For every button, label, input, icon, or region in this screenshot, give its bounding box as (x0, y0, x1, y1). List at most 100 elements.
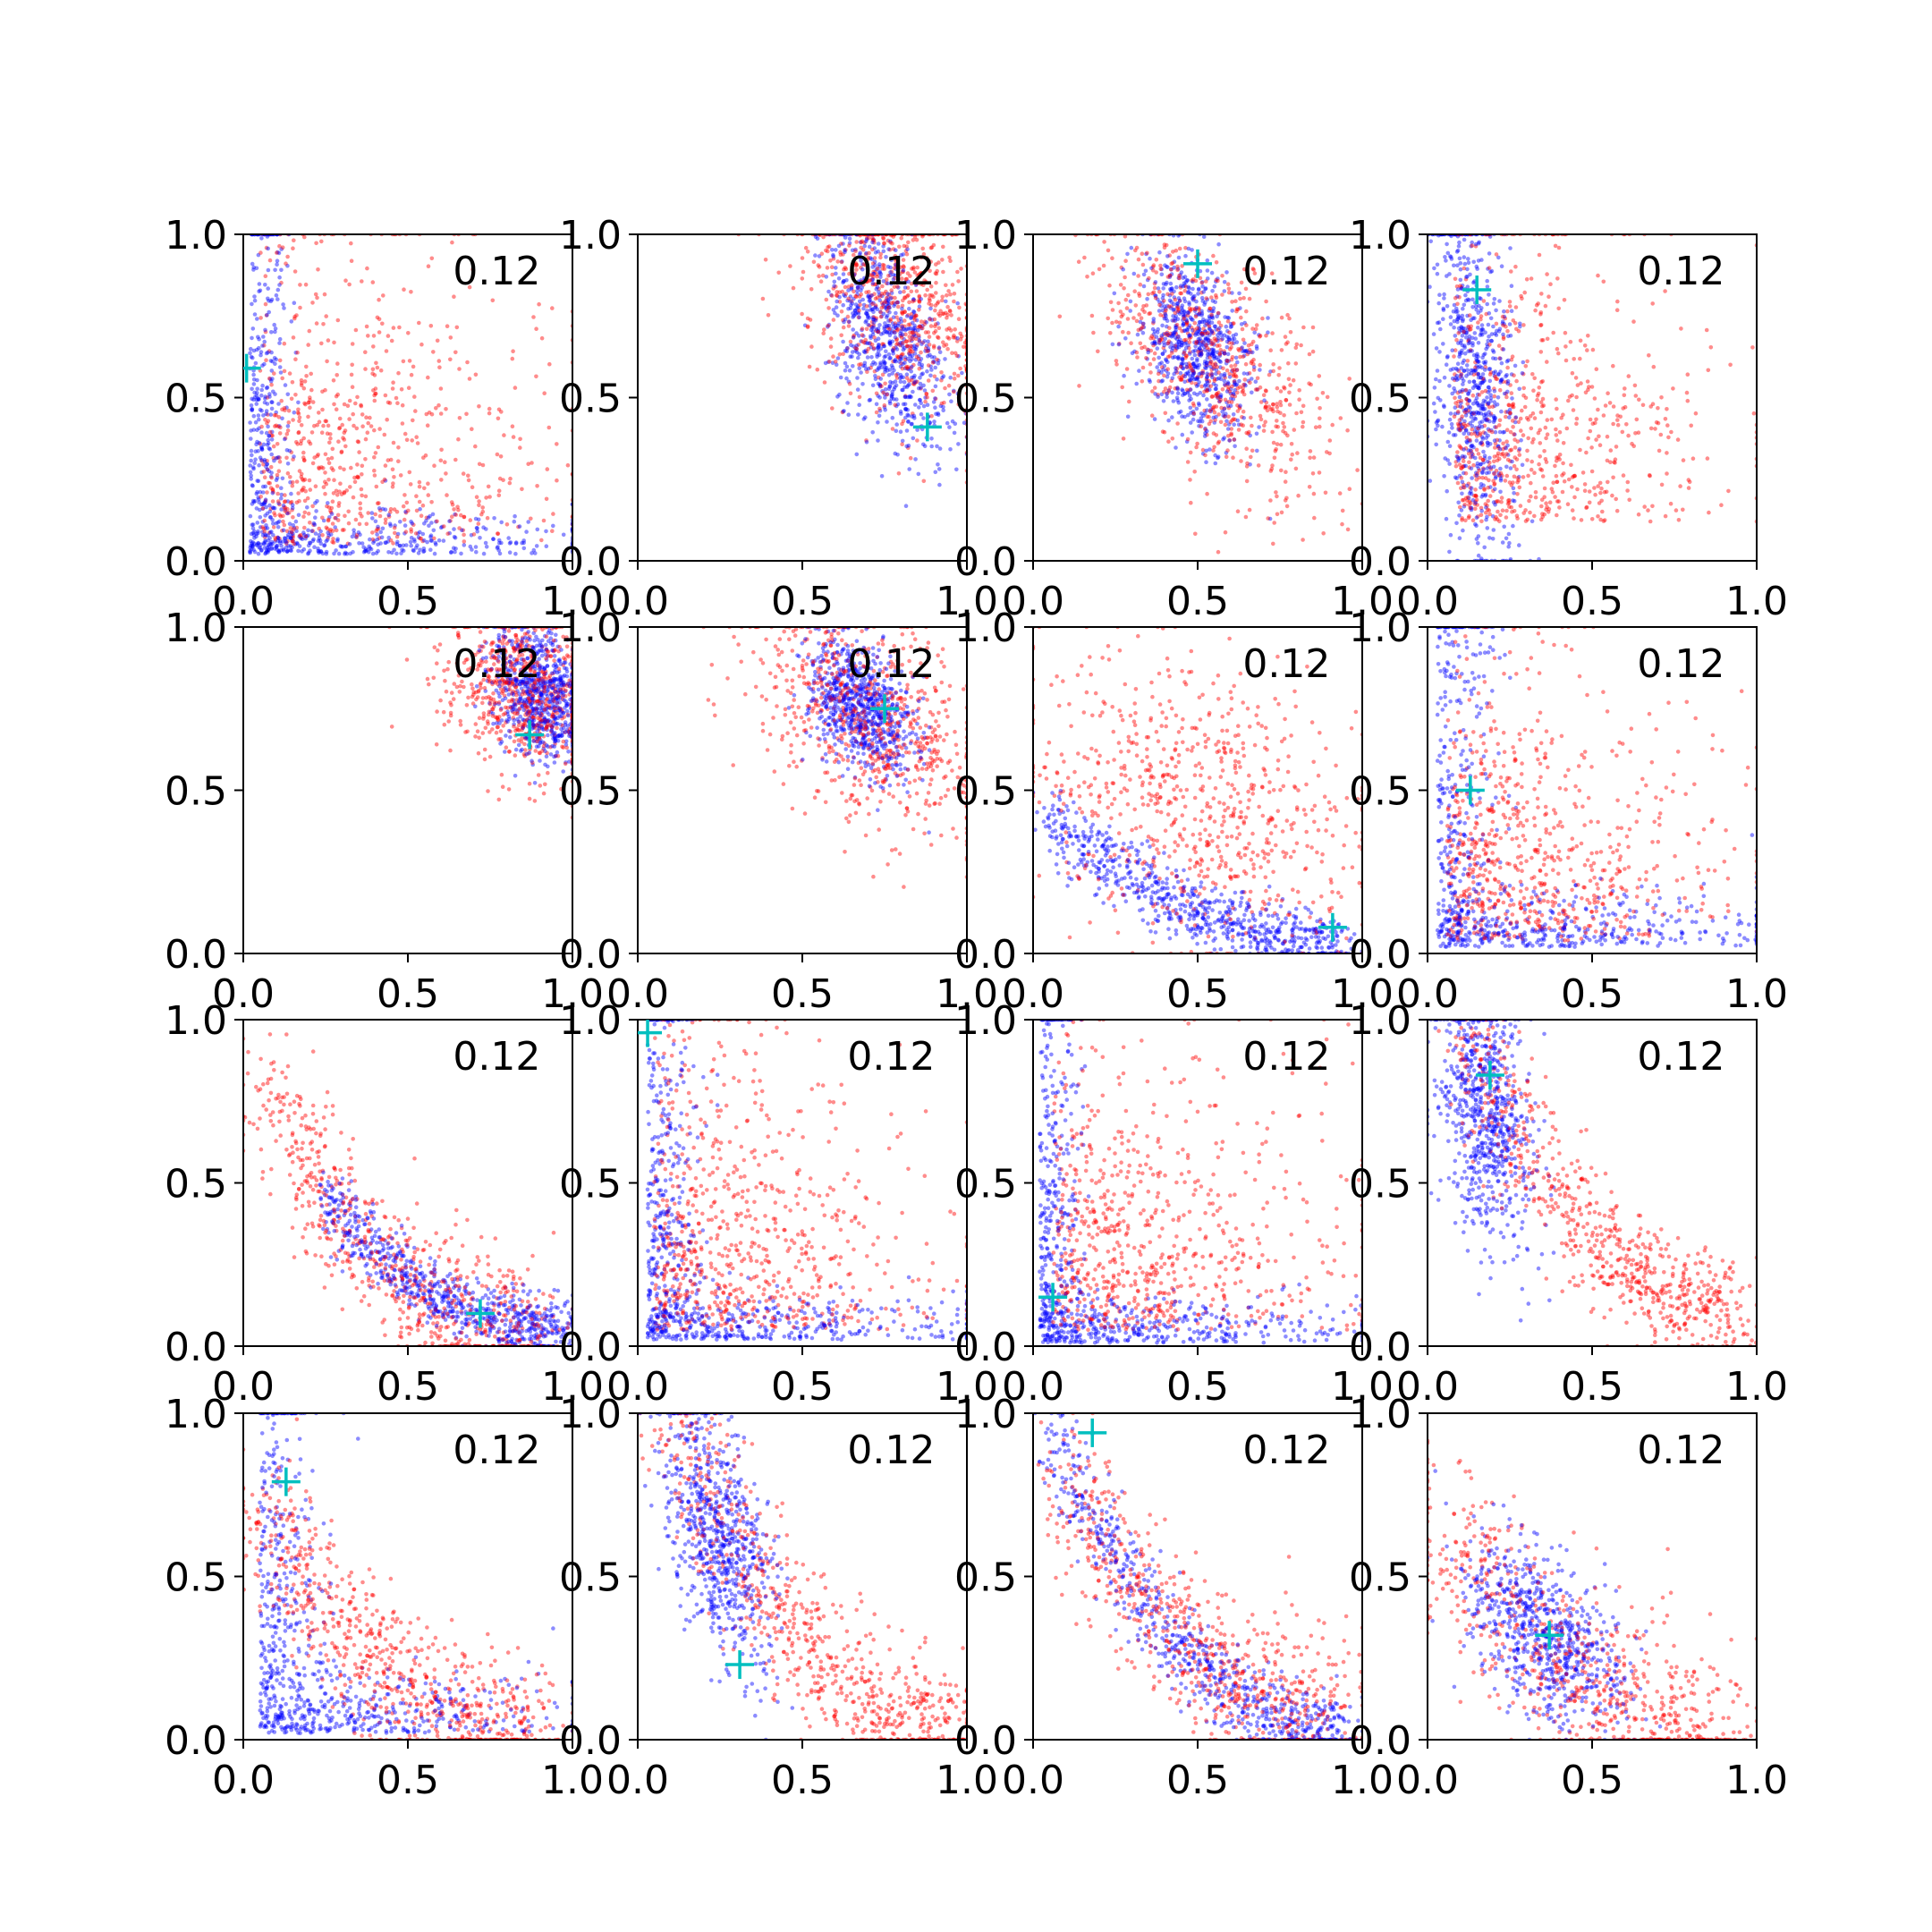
scatter-point-blue (288, 479, 292, 485)
scatter-point-red (1460, 518, 1464, 522)
x-tick-label: 0.5 (1166, 579, 1229, 624)
scatter-point-blue (830, 360, 835, 366)
scatter-point-red (1615, 418, 1620, 422)
scatter-point-red (323, 491, 327, 496)
scatter-point-red (1317, 470, 1322, 475)
scatter-point-blue (260, 533, 266, 538)
scatter-point-blue (279, 486, 284, 490)
scatter-point-blue (1487, 311, 1492, 316)
scatter-point-blue (421, 548, 427, 554)
scatter-point-red (1209, 312, 1214, 318)
scatter-point-blue (885, 419, 889, 424)
scatter-point-red (1563, 330, 1568, 335)
scatter-point-red (884, 277, 889, 283)
scatter-point-blue (1164, 369, 1169, 373)
scatter-point-red (265, 459, 269, 463)
scatter-point-red (958, 331, 962, 336)
scatter-point-blue (395, 531, 401, 537)
scatter-point-blue (869, 327, 874, 333)
scatter-point-blue (1205, 355, 1210, 360)
scatter-point-red (1161, 345, 1166, 351)
scatter-point-red (1633, 394, 1639, 398)
scatter-point-red (330, 446, 335, 452)
scatter-point-blue (855, 304, 860, 309)
scatter-point-blue (1196, 341, 1200, 345)
scatter-point-red (1598, 517, 1603, 522)
scatter-point-blue (883, 408, 887, 412)
scatter-point-red (911, 330, 916, 335)
scatter-point-blue (826, 322, 832, 327)
scatter-point-blue (1470, 297, 1475, 302)
scatter-point-blue (274, 456, 279, 461)
scatter-point-blue (318, 541, 324, 547)
scatter-point-blue (919, 297, 923, 301)
scatter-point-blue (408, 539, 413, 545)
scatter-point-red (1520, 408, 1524, 413)
scatter-point-blue (857, 366, 862, 371)
scatter-point-red (1272, 521, 1276, 525)
scatter-point-blue (481, 525, 486, 530)
scatter-point-blue (269, 539, 274, 545)
scatter-point-blue (1161, 282, 1166, 286)
scatter-point-blue (891, 276, 896, 282)
scatter-point-blue (1175, 267, 1181, 271)
scatter-point-blue (870, 326, 875, 330)
scatter-point-red (873, 296, 878, 301)
scatter-point-blue (856, 412, 860, 417)
scatter-point-blue (517, 524, 522, 529)
scatter-point-red (1209, 342, 1214, 347)
scatter-point-red (1233, 417, 1238, 422)
scatter-point-blue (306, 543, 311, 548)
scatter-point-blue (1160, 323, 1165, 328)
scatter-point-blue (870, 430, 875, 435)
scatter-point-blue (883, 329, 887, 334)
scatter-point-blue (1200, 299, 1206, 303)
scatter-point-blue (258, 352, 263, 358)
scatter-point-blue (348, 551, 353, 556)
scatter-point-red (305, 496, 310, 501)
scatter-point-blue (1266, 316, 1270, 320)
scatter-point-blue (875, 354, 879, 360)
scatter-point-red (1135, 355, 1140, 360)
scatter-point-blue (870, 265, 875, 269)
scatter-point-blue (317, 550, 321, 555)
scatter-point-red (1217, 343, 1222, 348)
scatter-point-red (264, 358, 268, 363)
scatter-point-red (886, 305, 892, 310)
scatter-point-red (1152, 285, 1157, 291)
scatter-point-blue (881, 359, 886, 364)
scatter-point-red (869, 293, 874, 298)
scatter-point-blue (893, 379, 898, 384)
scatter-point-blue (877, 382, 882, 387)
scatter-point-blue (1258, 368, 1262, 372)
scatter-point-red (904, 364, 909, 369)
scatter-point-red (282, 505, 287, 510)
scatter-point-red (1532, 513, 1537, 519)
scatter-point-blue (867, 398, 872, 402)
scatter-point-red (320, 407, 325, 412)
scatter-point-blue (273, 329, 277, 335)
scatter-point-red (435, 519, 439, 524)
scatter-point-blue (1121, 267, 1125, 272)
scatter-point-red (904, 251, 910, 257)
scatter-point-red (1578, 356, 1582, 361)
scatter-point-red (939, 377, 944, 383)
scatter-point-red (313, 484, 318, 488)
scatter-point-blue (1203, 300, 1208, 305)
scatter-point-red (872, 256, 877, 260)
scatter-point-blue (266, 550, 270, 555)
scatter-point-blue (373, 519, 378, 524)
scatter-point-blue (311, 521, 317, 526)
scatter-point-blue (422, 521, 427, 526)
scatter-point-blue (890, 389, 894, 394)
scatter-point-blue (1215, 314, 1219, 319)
scatter-point-red (1301, 424, 1305, 429)
scatter-point-red (894, 257, 899, 261)
scatter-point-blue (378, 541, 383, 546)
scatter-point-red (355, 394, 360, 400)
scatter-point-blue (249, 436, 253, 441)
scatter-point-blue (289, 536, 293, 540)
scatter-point-blue (251, 397, 256, 402)
scatter-point-red (324, 314, 329, 318)
scatter-point-blue (256, 551, 261, 556)
